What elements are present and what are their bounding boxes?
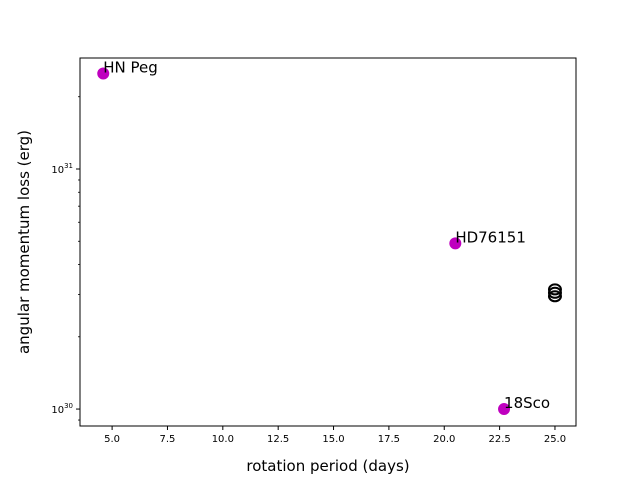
data-point bbox=[498, 403, 511, 416]
y-tick-label: 1031 bbox=[51, 162, 73, 176]
data-point bbox=[547, 286, 562, 299]
point-label: HN Peg bbox=[103, 58, 158, 76]
data-points bbox=[97, 67, 562, 416]
y-axis-label: angular momentum loss (erg) bbox=[15, 130, 33, 354]
x-tick-label: 5.0 bbox=[104, 434, 120, 445]
point-labels: HN Peg HD76151 18Sco bbox=[103, 58, 550, 412]
x-axis: 5.0 7.5 10.0 12.5 15.0 17.5 20.0 22.5 25.0 bbox=[104, 426, 566, 445]
point-label: HD76151 bbox=[455, 228, 526, 246]
data-point bbox=[547, 290, 562, 303]
x-tick-label: 12.5 bbox=[267, 434, 289, 445]
data-point bbox=[547, 283, 562, 296]
x-tick-label: 15.0 bbox=[322, 434, 344, 445]
point-label: 18Sco bbox=[504, 394, 550, 412]
x-tick-label: 7.5 bbox=[160, 434, 176, 445]
x-tick-label: 10.0 bbox=[212, 434, 234, 445]
data-point bbox=[97, 67, 110, 80]
x-tick-label: 17.5 bbox=[378, 434, 400, 445]
x-tick-label: 25.0 bbox=[544, 434, 566, 445]
x-axis-label: rotation period (days) bbox=[246, 457, 409, 475]
data-point bbox=[449, 237, 462, 250]
plot-area bbox=[79, 57, 577, 427]
y-axis: 1030 1031 bbox=[51, 96, 80, 421]
y-tick-label: 1030 bbox=[51, 402, 73, 416]
x-tick-label: 22.5 bbox=[488, 434, 510, 445]
x-tick-label: 20.0 bbox=[433, 434, 455, 445]
